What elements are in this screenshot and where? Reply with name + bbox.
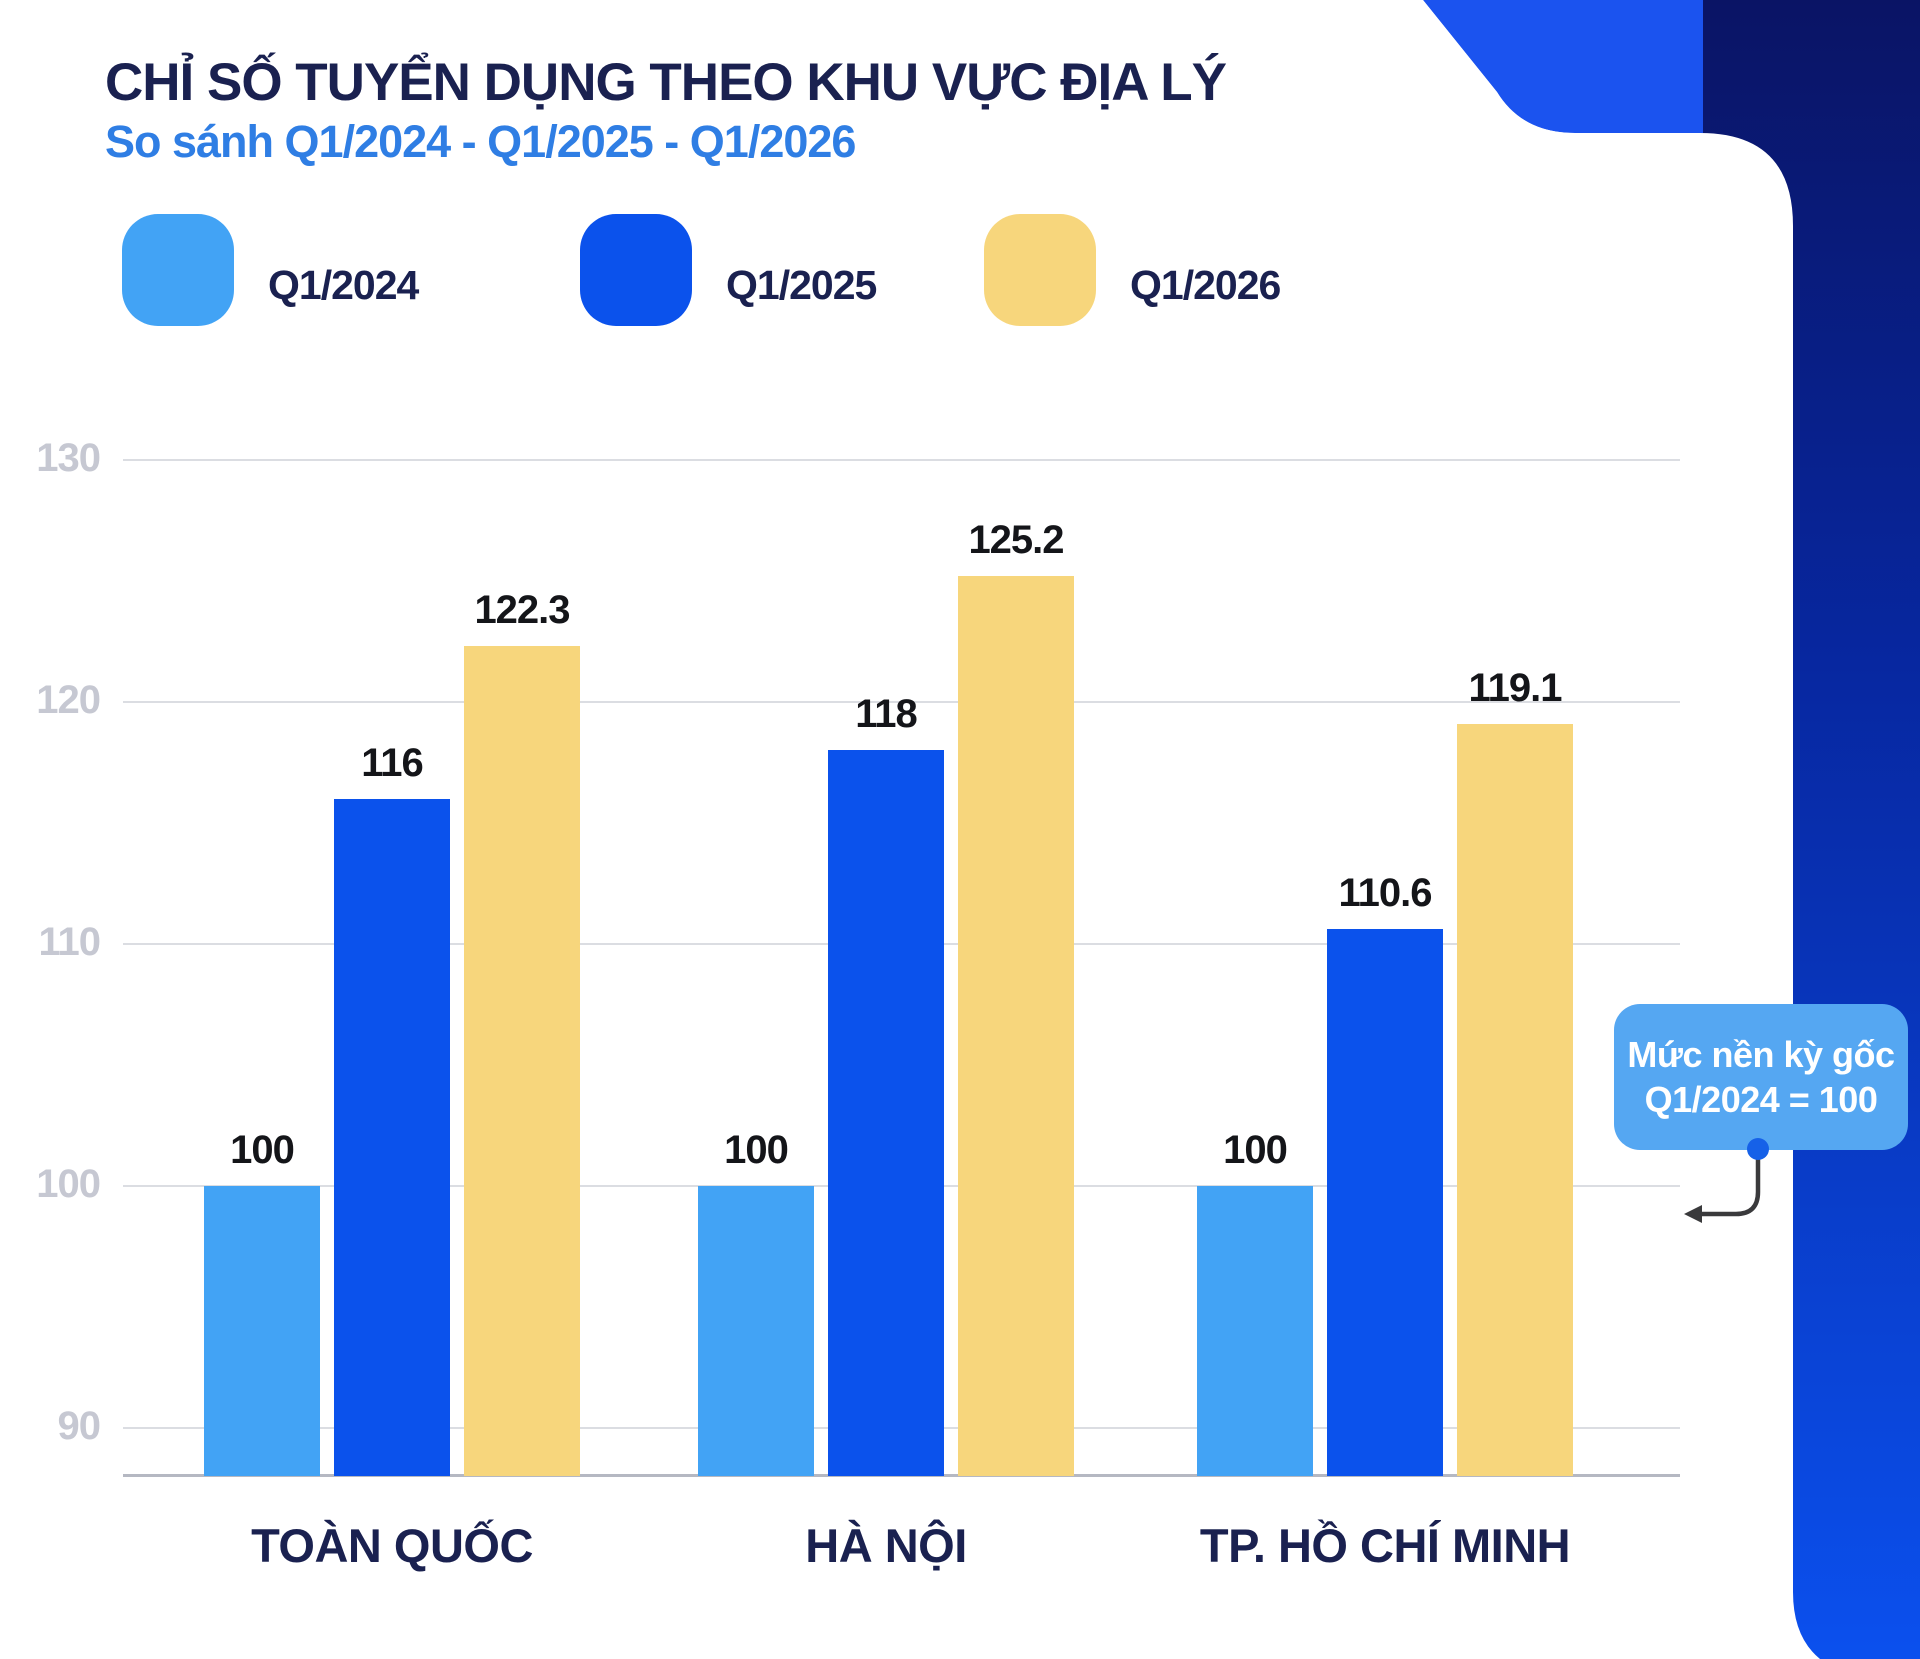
ytick-label: 110 (38, 920, 101, 964)
bar-value-label: 119.1 (1468, 666, 1563, 710)
bar-value-label: 100 (230, 1128, 295, 1172)
annotation-line2: Q1/2024 = 100 (1644, 1079, 1878, 1120)
gridline-120 (123, 701, 1680, 703)
bar-value-label: 122.3 (474, 588, 570, 632)
bar-value-label: 125.2 (968, 518, 1064, 562)
bar-q1-2024 (204, 1186, 320, 1476)
bar-q1-2025 (1327, 929, 1443, 1476)
bar-value-label: 100 (724, 1128, 789, 1172)
bar-q1-2026 (464, 646, 580, 1476)
page-title: CHỈ SỐ TUYỂN DỤNG THEO KHU VỰC ĐỊA LÝ (105, 53, 1227, 112)
ytick-label: 100 (36, 1162, 101, 1206)
category-label-2: HÀ NỘI (805, 1519, 967, 1572)
annotation-dot (1747, 1138, 1769, 1160)
bar-q1-2026 (958, 576, 1074, 1476)
bar-value-label: 110.6 (1338, 871, 1433, 915)
bar-q1-2026 (1457, 724, 1573, 1476)
bar-value-label: 118 (855, 692, 918, 736)
annotation-callout: Mức nền kỳ gốc Q1/2024 = 100 (1614, 1004, 1908, 1150)
ytick-label: 120 (36, 678, 101, 722)
corner-ribbon (1423, 0, 1703, 133)
ytick-label: 130 (36, 436, 101, 480)
annotation-line1: Mức nền kỳ gốc (1627, 1034, 1895, 1075)
legend-swatch-q1-2024 (122, 214, 234, 326)
bar-q1-2024 (1197, 1186, 1313, 1476)
category-label-1: TOÀN QUỐC (251, 1519, 533, 1572)
bar-value-label: 116 (361, 741, 424, 785)
bar-value-label: 100 (1223, 1128, 1288, 1172)
legend-label: Q1/2026 (1130, 262, 1281, 308)
gridline-130 (123, 459, 1680, 461)
legend-swatch-q1-2025 (580, 214, 692, 326)
bar-q1-2025 (334, 799, 450, 1476)
legend-label: Q1/2024 (268, 262, 419, 308)
bar-q1-2025 (828, 750, 944, 1476)
legend-swatch-q1-2026 (984, 214, 1096, 326)
page-subtitle: So sánh Q1/2024 - Q1/2025 - Q1/2026 (105, 116, 856, 167)
bar-q1-2024 (698, 1186, 814, 1476)
ytick-label: 90 (57, 1404, 102, 1448)
category-label-3: TP. HỒ CHÍ MINH (1199, 1519, 1571, 1572)
legend-label: Q1/2025 (726, 262, 877, 308)
